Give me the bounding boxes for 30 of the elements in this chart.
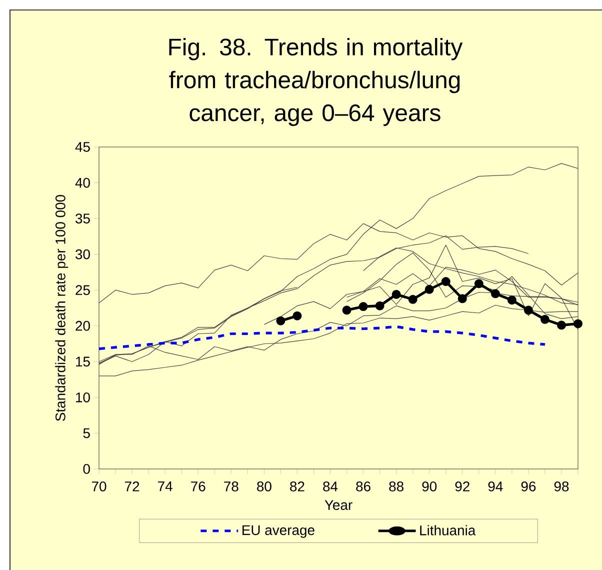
x-tick-label: 78	[224, 481, 238, 492]
x-tick-label: 84	[323, 481, 338, 492]
y-tick-label: 40	[75, 178, 90, 188]
chart-title: Fig. 38. Trends in mortality from trachea/bronchus/lung cancer, age 0–64 years	[169, 38, 463, 126]
x-tick-label: 82	[290, 481, 304, 492]
x-tick-label: 70	[92, 481, 106, 492]
x-tick-label: 90	[422, 481, 437, 492]
x-tick-label: 98	[554, 481, 569, 492]
y-tick-label: 10	[76, 392, 90, 402]
y-axis-title: Standardized death rate per 100 000	[55, 194, 68, 421]
y-tick-label: 25	[76, 285, 90, 296]
x-tick-label: 94	[488, 481, 503, 492]
y-tick-label: 20	[76, 320, 90, 331]
x-tick-label: 76	[191, 481, 206, 492]
x-tick-label: 74	[158, 482, 172, 492]
y-tick-label: 30	[76, 249, 90, 260]
legend-label: Lithuania	[420, 525, 476, 536]
x-tick-label: 86	[356, 481, 370, 492]
y-tick-label: 45	[75, 142, 90, 152]
x-tick-label: 96	[521, 481, 536, 492]
y-tick-label: 5	[83, 428, 90, 438]
y-tick-label: 35	[76, 214, 90, 224]
x-tick-label: 72	[125, 481, 140, 492]
y-tick-label: 0	[83, 464, 90, 474]
x-tick-label: 88	[389, 481, 404, 492]
x-tick-label: 92	[455, 481, 470, 492]
x-tick-label: 80	[257, 481, 272, 492]
x-axis-title: Year	[324, 500, 352, 510]
legend-label: EU average	[242, 525, 314, 538]
y-tick-label: 15	[76, 356, 90, 367]
